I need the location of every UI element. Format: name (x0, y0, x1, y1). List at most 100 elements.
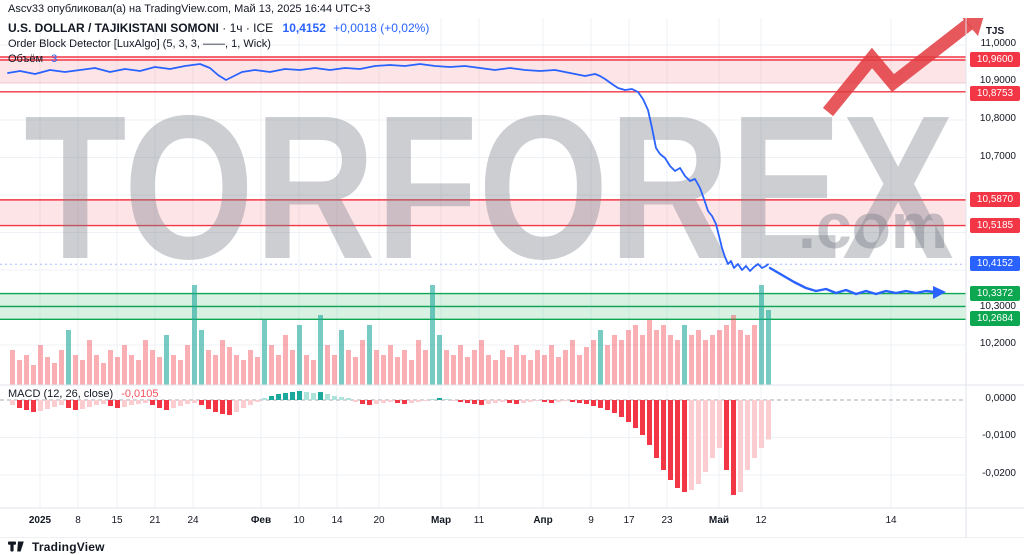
volume-bar (584, 347, 589, 385)
volume-bar (101, 363, 106, 385)
volume-bar (220, 340, 225, 385)
macd-histogram-bar (535, 400, 540, 402)
macd-histogram-bar (101, 400, 106, 405)
macd-histogram-bar (248, 400, 253, 405)
macd-histogram-bar (766, 400, 771, 440)
volume-bar (500, 350, 505, 385)
macd-histogram-bar (241, 400, 246, 408)
macd-histogram-bar (647, 400, 652, 445)
volume-bar (507, 357, 512, 385)
macd-histogram-bar (458, 400, 463, 402)
volume-bar (59, 350, 64, 385)
indicator-row-volume[interactable]: Объём 3 (8, 52, 429, 67)
price-level-badge-green: 10,3372 (970, 286, 1020, 301)
volume-bar (633, 325, 638, 385)
macd-histogram-bar (164, 400, 169, 411)
macd-histogram-bar (24, 400, 29, 411)
indicator-row-orderblock[interactable]: Order Block Detector [LuxAlgo] (5, 3, 3,… (8, 37, 429, 52)
macd-histogram-bar (472, 400, 477, 405)
macd-histogram-bar (745, 400, 750, 471)
macd-histogram-bar (731, 400, 736, 495)
volume-bar (185, 345, 190, 385)
price-axis-label: 10,2000 (979, 338, 1016, 349)
price-level-badge-red: 10,8753 (970, 86, 1020, 101)
macd-legend[interactable]: MACD (12, 26, close) -0,0105 (8, 388, 159, 400)
volume-bar (353, 357, 358, 385)
volume-bar (717, 330, 722, 385)
volume-bar (724, 325, 729, 385)
price-axis-label: 10,7000 (979, 151, 1016, 162)
supply-zone-mid-fill (0, 199, 966, 226)
macd-histogram-bar (591, 400, 596, 406)
macd-histogram-bar (479, 400, 484, 405)
volume-bar (458, 345, 463, 385)
price-axis-label: 10,8000 (979, 113, 1016, 124)
macd-histogram-bar (437, 398, 442, 400)
macd-histogram-bar (262, 398, 267, 400)
symbol-title: U.S. DOLLAR / TAJIKISTANI SOMONI (8, 21, 219, 35)
volume-bar (311, 360, 316, 385)
volume-bar (605, 345, 610, 385)
volume-bar (227, 347, 232, 385)
macd-histogram-bar (332, 395, 337, 400)
volume-bar (451, 355, 456, 385)
volume-bar (423, 350, 428, 385)
macd-histogram-bar (696, 400, 701, 484)
currency-label: TJS (985, 26, 1005, 37)
watermark-suffix: .com (798, 190, 948, 262)
macd-histogram-bar (31, 400, 36, 412)
macd-histogram-bar (395, 400, 400, 403)
macd-histogram-bar (451, 400, 456, 402)
macd-histogram-bar (234, 400, 239, 412)
macd-histogram-bar (150, 400, 155, 405)
macd-histogram-bar (185, 400, 190, 405)
macd-histogram-bar (423, 400, 428, 402)
macd-histogram-bar (661, 400, 666, 471)
volume-bar (626, 330, 631, 385)
macd-histogram-bar (360, 400, 365, 405)
volume-bar (38, 345, 43, 385)
time-axis-label: 17 (623, 515, 635, 526)
macd-histogram-bar (66, 400, 71, 408)
macd-histogram-bar (290, 392, 295, 400)
price-change-value: +0,0018 (+0,02%) (333, 21, 430, 35)
macd-histogram-bar (122, 400, 127, 408)
macd-histogram-bar (563, 400, 568, 402)
forecast-arrow-head (933, 286, 946, 299)
macd-histogram-bar (612, 400, 617, 414)
price-level-badge-blue: 10,4152 (970, 256, 1020, 271)
price-axis-label: -0,0200 (982, 468, 1016, 479)
volume-bar (577, 355, 582, 385)
volume-bar (381, 355, 386, 385)
macd-histogram-bar (549, 400, 554, 403)
last-price-value: 10,4152 (282, 21, 326, 35)
volume-bar (171, 355, 176, 385)
time-axis-label: Фев (250, 515, 272, 526)
macd-histogram-bar (675, 400, 680, 489)
time-axis-label: 8 (75, 515, 81, 526)
macd-histogram-bar (297, 391, 302, 400)
volume-bar (367, 325, 372, 385)
price-axis[interactable]: TJS 11,0000 10,9600 10,9000 10,8753 10,8000 1… (966, 0, 1024, 555)
time-axis-label: 21 (149, 515, 161, 526)
volume-bar (213, 355, 218, 385)
tradingview-brand[interactable]: TradingView (32, 539, 105, 554)
symbol-row[interactable]: U.S. DOLLAR / TAJIKISTANI SOMONI · 1ч · … (8, 20, 429, 37)
time-axis-label: Апр (533, 515, 553, 526)
volume-bar (262, 320, 267, 385)
volume-bar (395, 357, 400, 385)
tradingview-logo-icon[interactable] (8, 539, 27, 554)
time-axis[interactable]: 2025 8 15 21 24 Фев 10 14 20 Мар 11 Апр 9 17 23 Май 12 14 (0, 508, 966, 538)
macd-histogram-bar (528, 400, 533, 402)
volume-bar (465, 357, 470, 385)
macd-histogram-bar (619, 400, 624, 417)
macd-histogram-bar (108, 400, 113, 406)
macd-histogram-bar (654, 400, 659, 459)
macd-histogram-bar (157, 400, 162, 408)
macd-histogram-bar (759, 400, 764, 448)
volume-bar (269, 345, 274, 385)
volume-bar (598, 330, 603, 385)
volume-bar (374, 350, 379, 385)
